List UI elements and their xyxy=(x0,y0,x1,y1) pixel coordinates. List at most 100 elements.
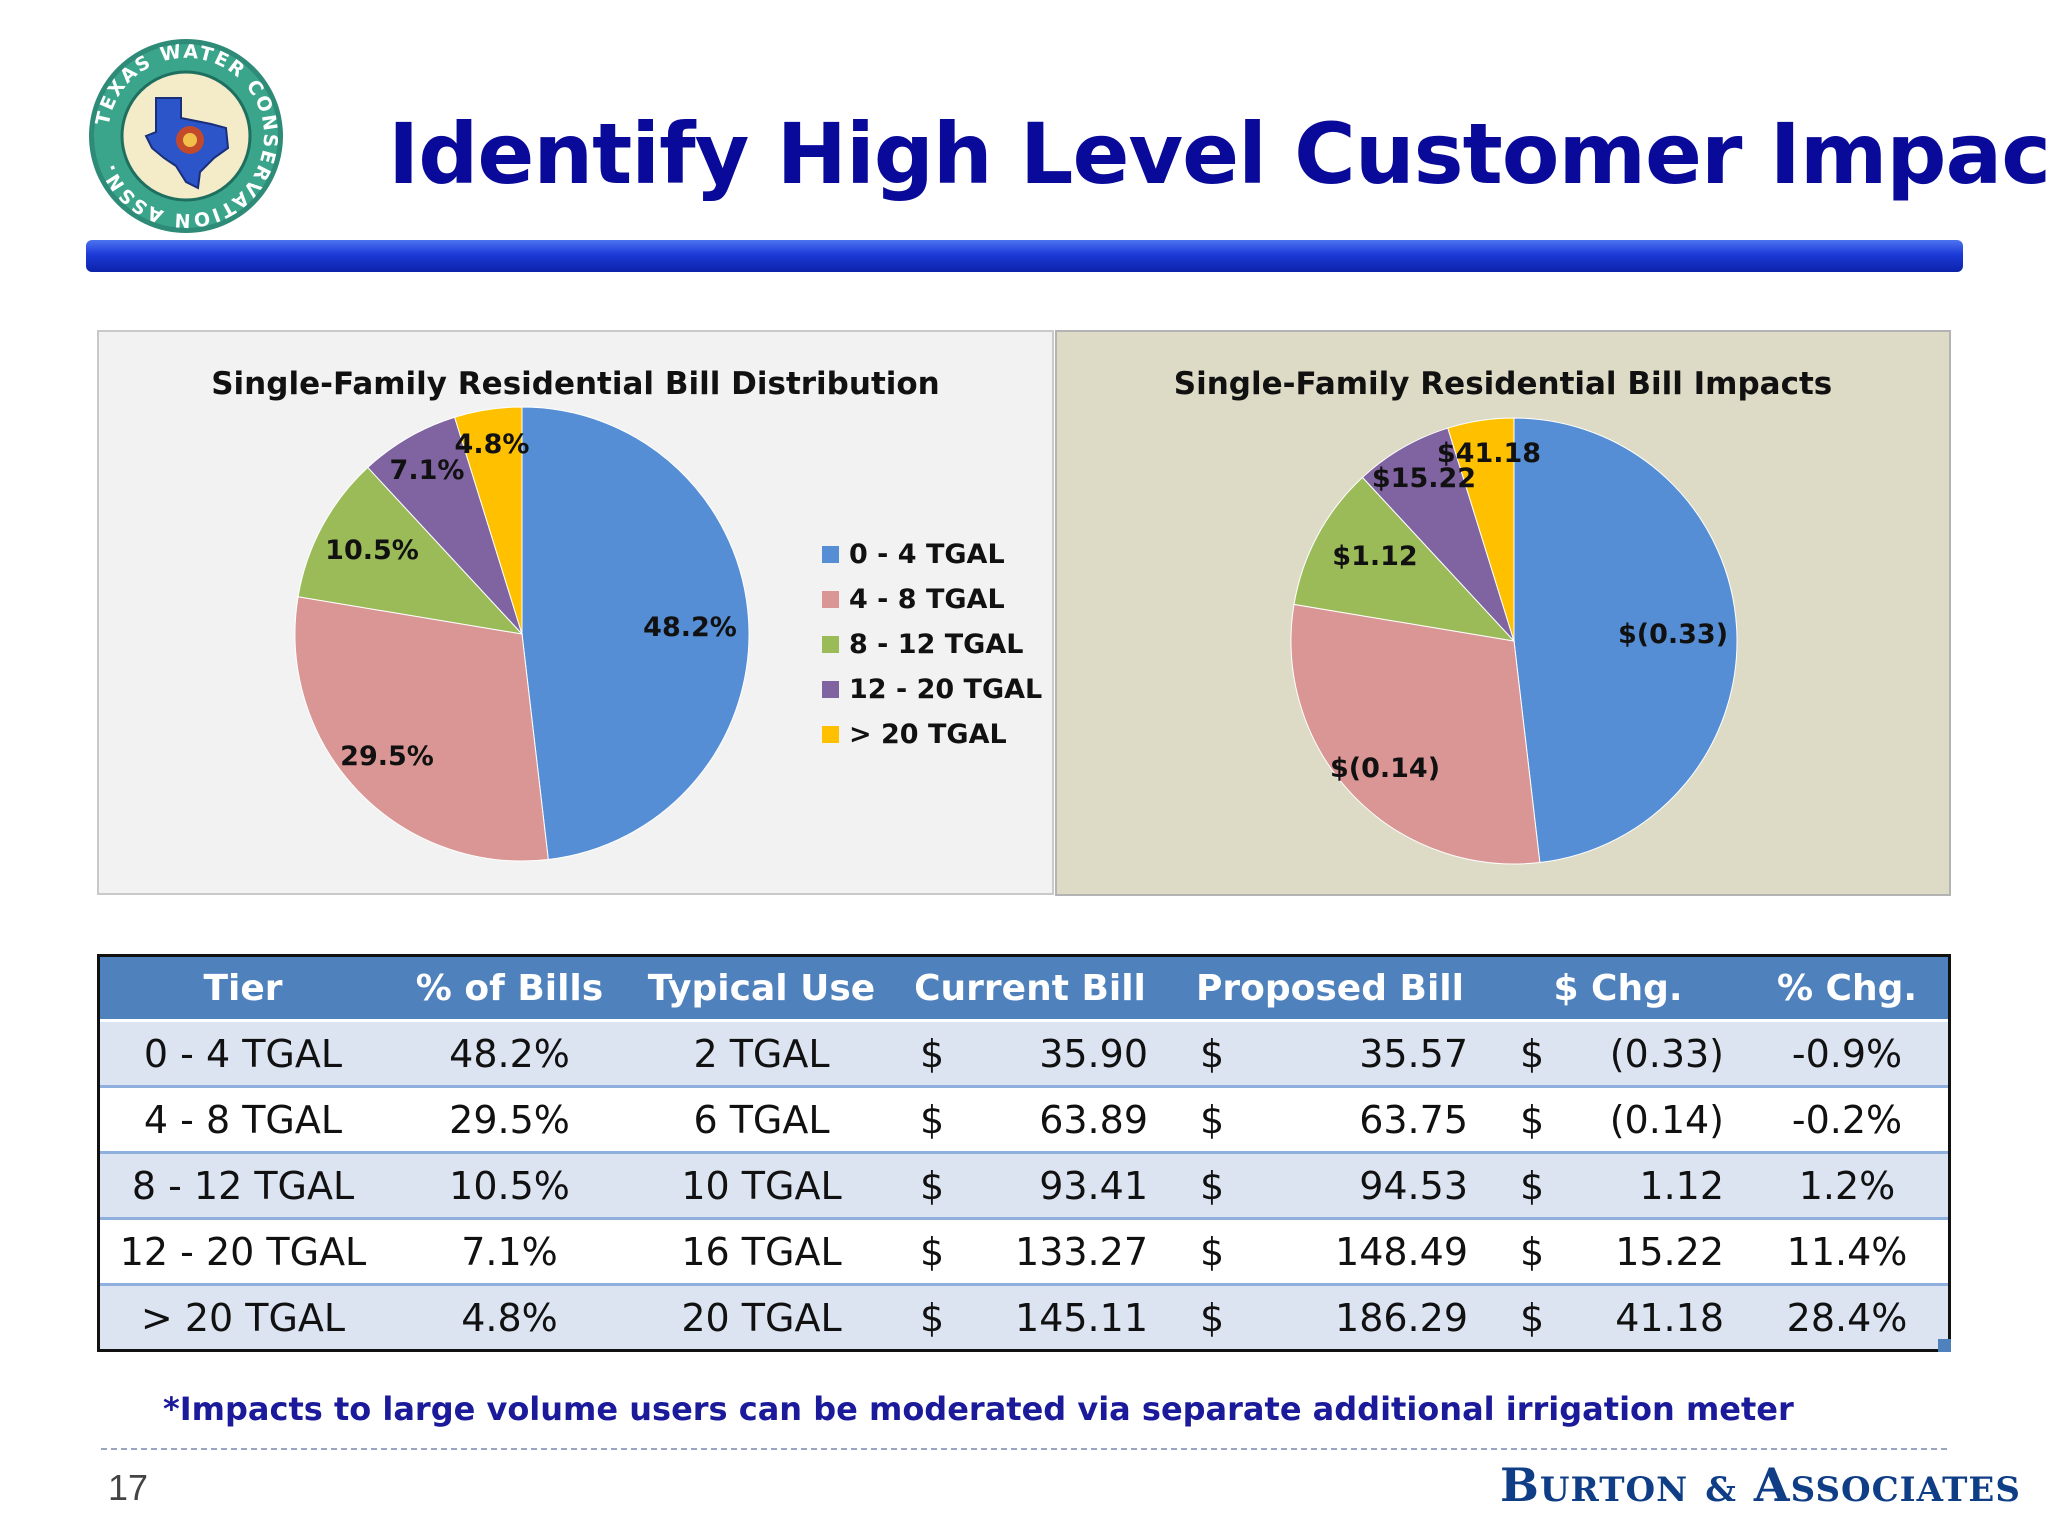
legend-item: > 20 TGAL xyxy=(822,712,1042,757)
currency-symbol: $ xyxy=(920,1229,945,1274)
pie-slice-1 xyxy=(294,596,549,862)
bill-distribution-chart: Single-Family Residential Bill Distribut… xyxy=(97,330,1054,895)
table-row: 4 - 8 TGAL 29.5% 6 TGAL $63.89 $63.75 $ (… xyxy=(100,1085,1948,1153)
legend-swatch xyxy=(822,636,839,653)
amount: 63.89 xyxy=(1039,1097,1148,1142)
association-logo: TEXAS WATER CONSERVATION ASSN. xyxy=(86,36,286,236)
pie-slice-0 xyxy=(521,406,750,861)
footnote: *Impacts to large volume users can be mo… xyxy=(163,1390,1794,1428)
legend-swatch xyxy=(822,681,839,698)
column-header: $ Chg. xyxy=(1490,957,1746,1021)
column-header: Current Bill xyxy=(890,957,1170,1021)
legend-item: 0 - 4 TGAL xyxy=(822,532,1042,577)
data-label: $15.22 xyxy=(1372,463,1476,494)
currency-symbol: $ xyxy=(1200,1097,1225,1142)
amount: 148.49 xyxy=(1335,1229,1468,1274)
amount: (0.33) xyxy=(1609,1031,1724,1076)
currency-symbol: $ xyxy=(1520,1163,1545,1208)
column-header: % Chg. xyxy=(1746,957,1948,1021)
dollar-change-cell: $ (0.33) xyxy=(1490,1019,1746,1087)
proposed-bill-cell: $63.75 xyxy=(1170,1085,1490,1153)
data-label: 7.1% xyxy=(390,455,465,486)
typical-use-cell: 2 TGAL xyxy=(633,1019,890,1087)
table-row: 8 - 12 TGAL 10.5% 10 TGAL $93.41 $94.53 … xyxy=(100,1151,1948,1219)
legend-swatch xyxy=(822,546,839,563)
footer-divider xyxy=(101,1448,1947,1450)
amount: 41.18 xyxy=(1615,1295,1724,1340)
proposed-bill-cell: $94.53 xyxy=(1170,1151,1490,1219)
tier-cell: 8 - 12 TGAL xyxy=(100,1151,386,1219)
amount: 145.11 xyxy=(1015,1295,1148,1340)
amount: 35.57 xyxy=(1359,1031,1468,1076)
currency-symbol: $ xyxy=(1200,1295,1225,1340)
pct-bills-cell: 7.1% xyxy=(386,1217,633,1285)
currency-symbol: $ xyxy=(1200,1163,1225,1208)
amount: 94.53 xyxy=(1359,1163,1468,1208)
currency-symbol: $ xyxy=(1520,1295,1545,1340)
current-bill-cell: $145.11 xyxy=(890,1283,1170,1349)
table-header-row: Tier % of Bills Typical Use Current Bill… xyxy=(100,957,1948,1021)
bill-distribution-pie: 48.2% 29.5% 10.5% 7.1%4.8% xyxy=(294,406,750,862)
amount: 63.75 xyxy=(1359,1097,1468,1142)
tier-cell: 12 - 20 TGAL xyxy=(100,1217,386,1285)
typical-use-cell: 6 TGAL xyxy=(633,1085,890,1153)
pie-slice-2 xyxy=(1293,476,1516,642)
legend-swatch xyxy=(822,591,839,608)
texas-water-logo-icon: TEXAS WATER CONSERVATION ASSN. xyxy=(89,39,283,233)
data-label: $(0.14) xyxy=(1330,753,1440,784)
column-header: Tier xyxy=(100,957,386,1021)
dollar-change-cell: $41.18 xyxy=(1490,1283,1746,1349)
chart-legend: 0 - 4 TGAL 4 - 8 TGAL 8 - 12 TGAL 12 - 2… xyxy=(822,532,1042,757)
currency-symbol: $ xyxy=(920,1097,945,1142)
bill-impacts-pie: $(0.33) $(0.14) $1.12 $15.22$41.18 xyxy=(1290,417,1738,865)
resize-handle-icon xyxy=(1938,1339,1951,1352)
table-row: 12 - 20 TGAL 7.1% 16 TGAL $133.27 $148.4… xyxy=(100,1217,1948,1285)
legend-label: 4 - 8 TGAL xyxy=(849,584,1005,615)
data-label: 29.5% xyxy=(340,741,434,772)
pie-slice-2 xyxy=(297,466,524,635)
chart-title: Single-Family Residential Bill Distribut… xyxy=(211,366,940,402)
data-label: $1.12 xyxy=(1332,541,1417,572)
current-bill-cell: $133.27 xyxy=(890,1217,1170,1285)
proposed-bill-cell: $186.29 xyxy=(1170,1283,1490,1349)
title-underline-bar xyxy=(86,240,1963,272)
current-bill-cell: $63.89 xyxy=(890,1085,1170,1153)
amount: (0.14) xyxy=(1609,1097,1724,1142)
currency-symbol: $ xyxy=(920,1163,945,1208)
pie-slice-4 xyxy=(454,406,523,635)
data-label: $(0.33) xyxy=(1618,619,1728,650)
pie-slice-0 xyxy=(1513,417,1738,864)
page-number: 17 xyxy=(108,1467,149,1508)
currency-symbol: $ xyxy=(1520,1097,1545,1142)
burton-associates-logo: BURTON & ASSOCIATES xyxy=(1500,1458,2021,1512)
impact-table: Tier % of Bills Typical Use Current Bill… xyxy=(97,954,1951,1352)
amount: 15.22 xyxy=(1615,1229,1724,1274)
pie-slice-4 xyxy=(1447,417,1515,642)
table-row: > 20 TGAL 4.8% 20 TGAL $145.11 $186.29 $… xyxy=(100,1283,1948,1349)
legend-label: 12 - 20 TGAL xyxy=(849,674,1043,705)
currency-symbol: $ xyxy=(920,1295,945,1340)
amount: 186.29 xyxy=(1335,1295,1468,1340)
pct-bills-cell: 4.8% xyxy=(386,1283,633,1349)
chart-title: Single-Family Residential Bill Impacts xyxy=(1173,366,1833,402)
typical-use-cell: 10 TGAL xyxy=(633,1151,890,1219)
legend-item: 4 - 8 TGAL xyxy=(822,577,1042,622)
amount: 1.12 xyxy=(1639,1163,1724,1208)
column-header: Typical Use xyxy=(633,957,890,1021)
legend-swatch xyxy=(822,726,839,743)
data-label: $41.18 xyxy=(1437,438,1541,469)
legend-label: 8 - 12 TGAL xyxy=(849,629,1024,660)
dollar-change-cell: $15.22 xyxy=(1490,1217,1746,1285)
pct-change-cell: -0.2% xyxy=(1746,1085,1948,1153)
bill-impacts-chart: Single-Family Residential Bill Impacts $… xyxy=(1055,330,1951,896)
pct-change-cell: 28.4% xyxy=(1746,1283,1948,1349)
current-bill-cell: $93.41 xyxy=(890,1151,1170,1219)
typical-use-cell: 16 TGAL xyxy=(633,1217,890,1285)
tier-cell: 4 - 8 TGAL xyxy=(100,1085,386,1153)
amount: 133.27 xyxy=(1015,1229,1148,1274)
data-label: 10.5% xyxy=(325,535,419,566)
currency-symbol: $ xyxy=(1520,1031,1545,1076)
pct-change-cell: 1.2% xyxy=(1746,1151,1948,1219)
data-label: 4.8% xyxy=(455,429,530,460)
tier-cell: > 20 TGAL xyxy=(100,1283,386,1349)
